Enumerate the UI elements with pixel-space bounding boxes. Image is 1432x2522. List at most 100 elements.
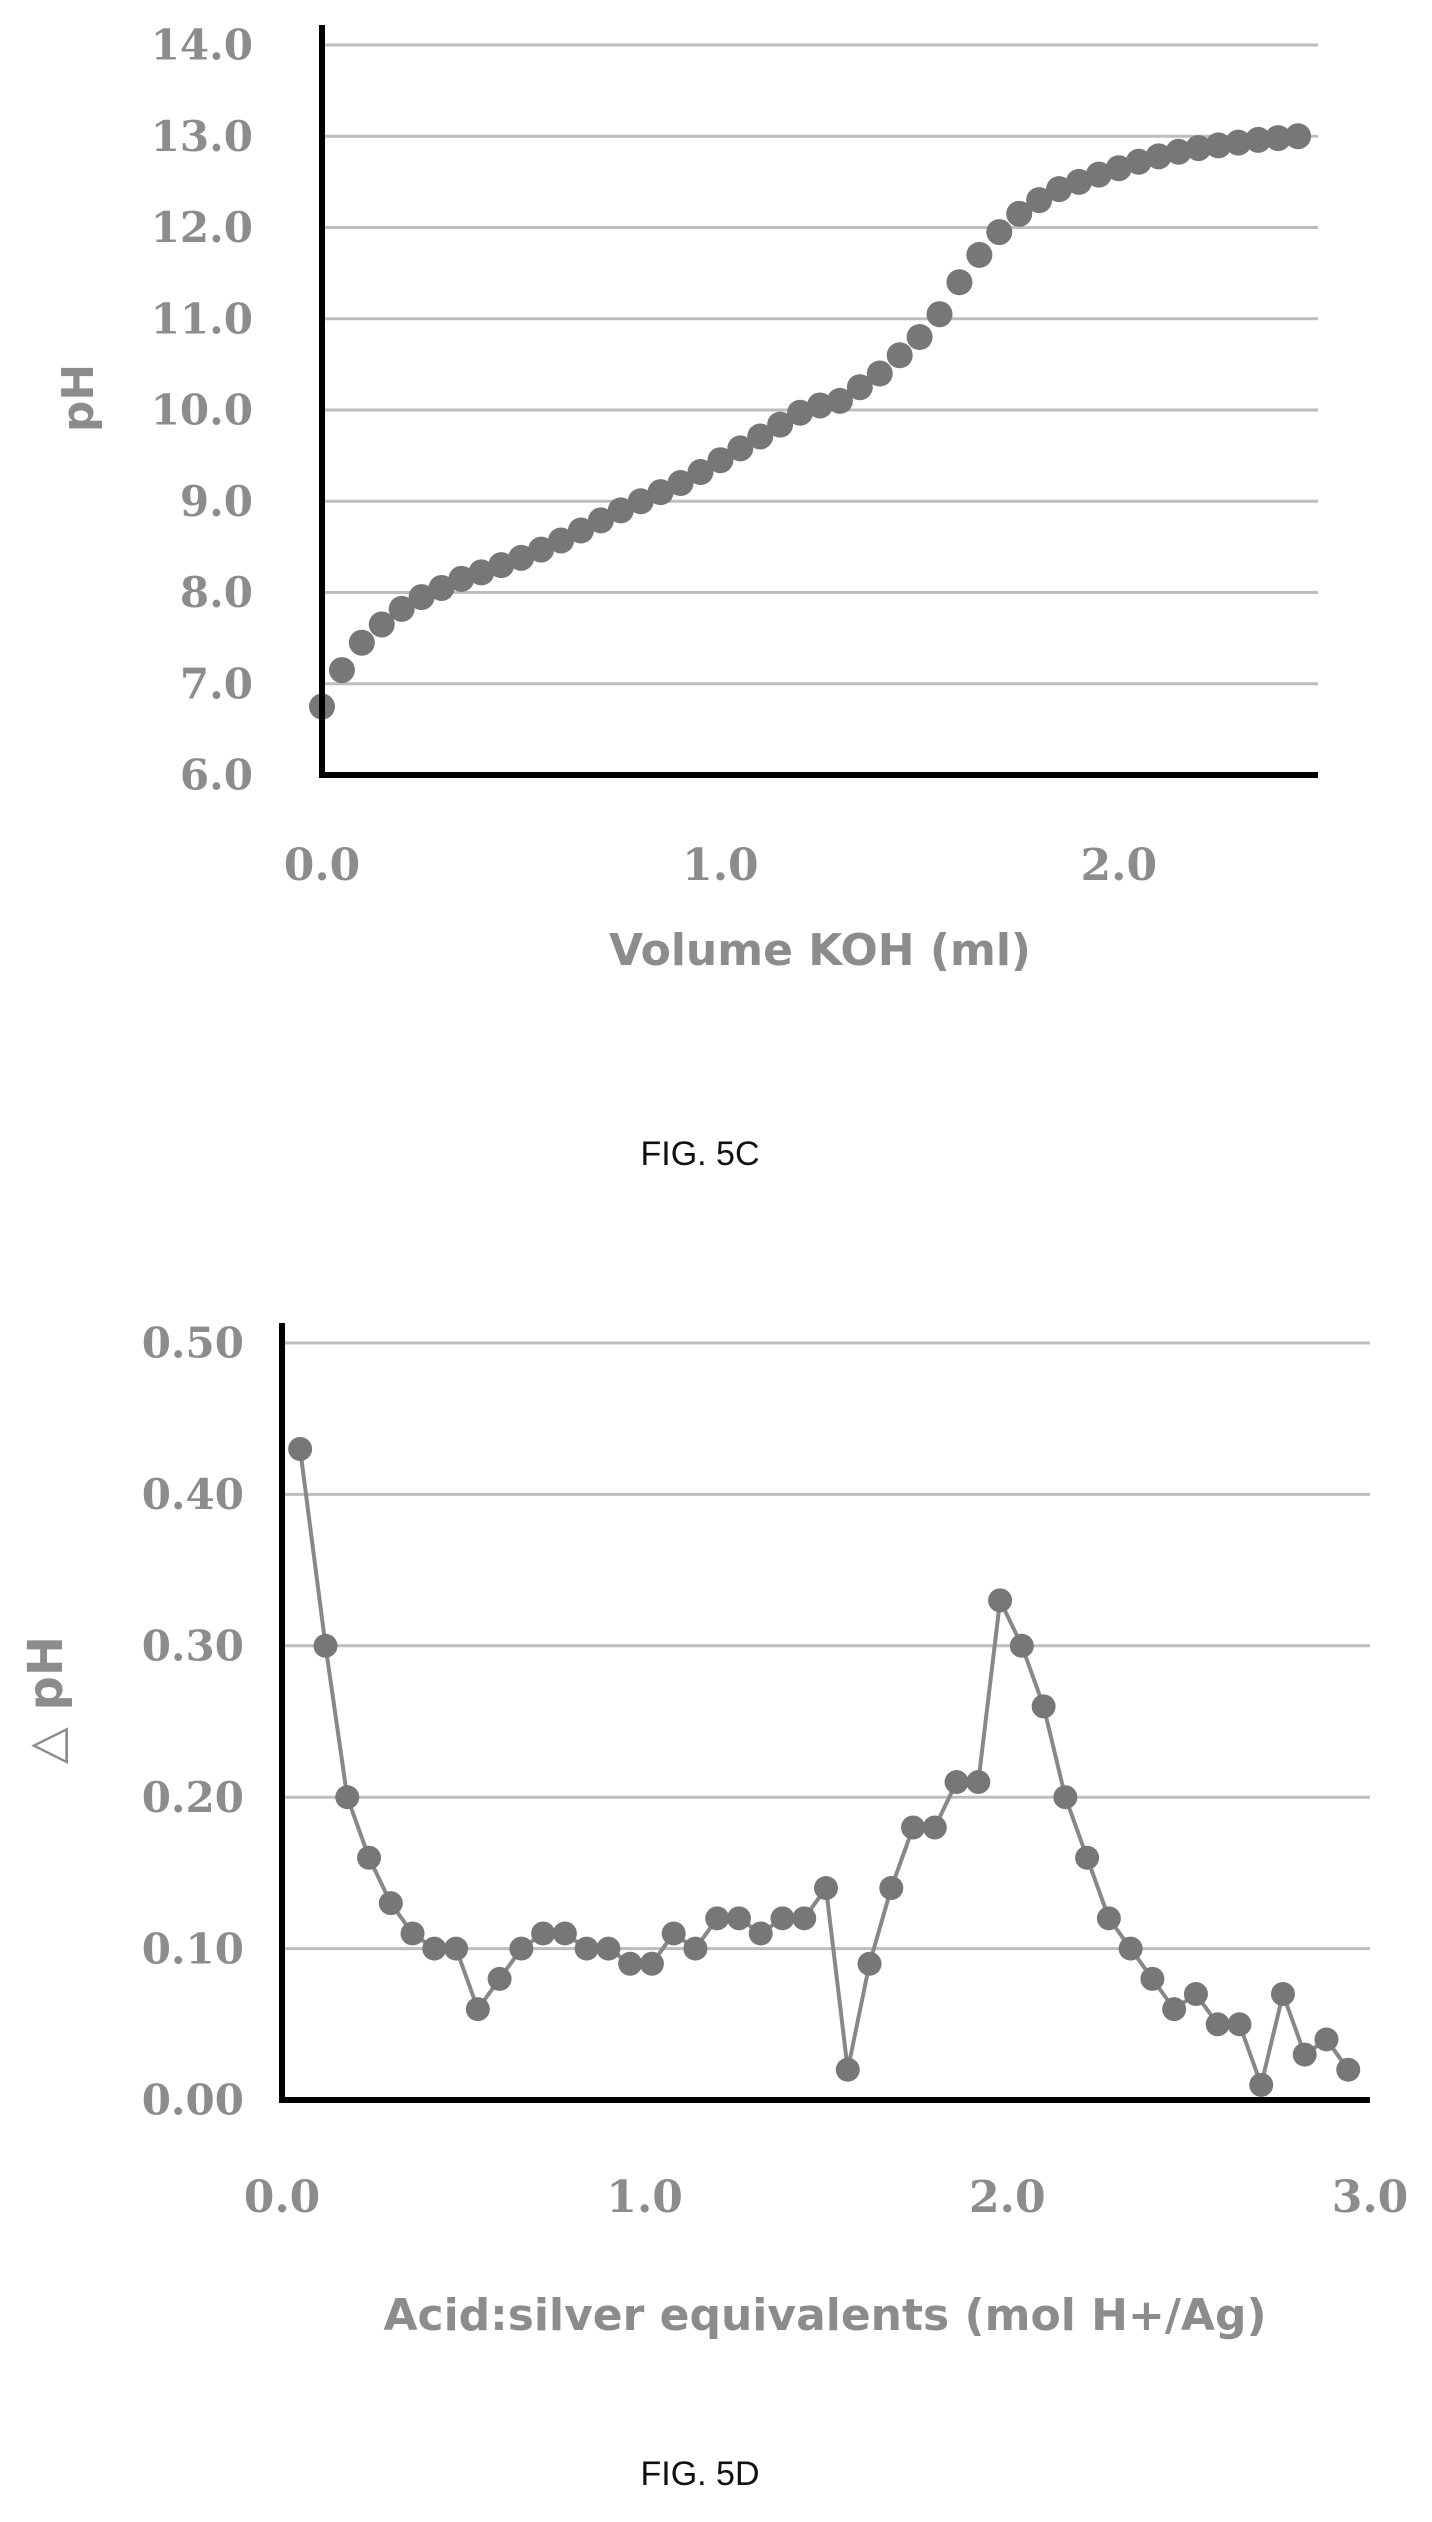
fig5d-x-tick-label: 3.0 xyxy=(1332,2172,1409,2223)
fig5c-y-tick-label: 6.0 xyxy=(180,751,253,800)
fig5c-data-point xyxy=(1026,187,1053,214)
fig5d-data-point xyxy=(313,1633,338,1658)
fig5d-data-point xyxy=(835,2057,860,2082)
fig5d-data-point xyxy=(966,1770,991,1795)
chart-fig5d: 0.00 0.10 0.20 0.30 0.40 0.50 0.0 1.0 2.0 3.0 △ … xyxy=(18,1319,1408,2493)
fig5c-data-point xyxy=(548,527,575,554)
fig5c-data-point xyxy=(1225,129,1252,156)
fig5d-data-point xyxy=(1183,1982,1208,2007)
fig5d-data-point xyxy=(857,1951,882,1976)
fig5c-data-point xyxy=(826,387,853,414)
fig5d-y-tick-label: 0.10 xyxy=(142,1924,244,1973)
fig5c-data-point xyxy=(747,423,774,450)
fig5c-data-point xyxy=(727,435,754,462)
fig5c-y-tick-labels: 6.0 7.0 8.0 9.0 10.0 11.0 12.0 13.0 14.0 xyxy=(151,21,253,800)
fig5d-y-tick-label: 0.50 xyxy=(142,1319,244,1368)
fig5c-x-tick-label: 1.0 xyxy=(682,840,759,891)
fig5d-data-point xyxy=(1270,1982,1295,2007)
fig5c-data-point xyxy=(787,399,814,426)
fig5c-data-point xyxy=(647,479,674,506)
fig5d-data-point xyxy=(1009,1633,1034,1658)
fig5c-data-point xyxy=(1046,176,1073,203)
fig5d-data-point xyxy=(705,1906,730,1931)
fig5d-data-points xyxy=(288,1436,1361,2097)
fig5d-data-point xyxy=(1053,1785,1078,1810)
fig5d-data-point xyxy=(901,1815,926,1840)
fig5c-data-point xyxy=(627,488,654,515)
fig5d-caption: FIG. 5D xyxy=(640,2455,759,2493)
fig5d-data-point xyxy=(1140,1966,1165,1991)
fig5d-data-point xyxy=(357,1845,382,1870)
fig5d-y-tick-labels: 0.00 0.10 0.20 0.30 0.40 0.50 xyxy=(142,1319,244,2125)
fig5d-data-point xyxy=(444,1936,469,1961)
fig5d-data-point xyxy=(618,1951,643,1976)
fig5d-data-point xyxy=(400,1921,425,1946)
fig5d-data-point xyxy=(988,1588,1013,1613)
fig5d-data-point xyxy=(1249,2072,1274,2097)
fig5c-data-point xyxy=(607,497,634,524)
fig5d-data-point xyxy=(1314,2027,1339,2052)
fig5c-y-tick-label: 7.0 xyxy=(180,659,253,708)
fig5d-data-point xyxy=(661,1921,686,1946)
fig5c-data-points xyxy=(309,123,1312,720)
fig5d-data-point xyxy=(487,1966,512,1991)
fig5c-data-point xyxy=(448,565,475,592)
fig5c-data-point xyxy=(687,459,714,486)
fig5c-data-point xyxy=(528,536,555,563)
fig5d-data-point xyxy=(335,1785,360,1810)
fig5d-data-point xyxy=(1031,1694,1056,1719)
fig5c-data-point xyxy=(408,584,435,611)
fig5c-data-point xyxy=(1105,155,1132,182)
fig5c-data-point xyxy=(906,324,933,350)
fig5c-data-point xyxy=(946,269,973,296)
fig5c-y-tick-label: 12.0 xyxy=(151,203,253,252)
fig5c-data-point xyxy=(1165,138,1192,165)
fig5c-data-point xyxy=(1285,123,1312,150)
fig5c-data-point xyxy=(1265,125,1292,152)
fig5d-data-point xyxy=(1205,2012,1230,2037)
fig5c-data-point xyxy=(1125,148,1152,175)
fig5d-data-point xyxy=(1292,2042,1317,2067)
fig5d-y-tick-label: 0.00 xyxy=(142,2076,244,2125)
fig5c-data-point xyxy=(368,611,395,638)
fig5d-data-point xyxy=(509,1936,534,1961)
fig5c-y-tick-label: 14.0 xyxy=(151,21,253,70)
fig5c-caption: FIG. 5C xyxy=(640,1135,759,1173)
fig5d-data-point xyxy=(879,1876,904,1901)
fig5c-y-tick-label: 10.0 xyxy=(151,386,253,435)
fig5d-data-point xyxy=(1227,2012,1252,2037)
fig5d-data-point xyxy=(1336,2057,1361,2082)
fig5c-data-point xyxy=(508,544,535,571)
fig5c-data-point xyxy=(1065,168,1092,195)
fig5c-data-point xyxy=(807,392,833,419)
fig5c-y-tick-label: 8.0 xyxy=(180,568,253,617)
fig5d-data-point xyxy=(422,1936,447,1961)
fig5d-x-tick-label: 1.0 xyxy=(606,2172,683,2223)
fig5d-data-point xyxy=(922,1815,947,1840)
fig5c-data-point xyxy=(707,447,734,474)
fig5d-data-point xyxy=(1118,1936,1143,1961)
fig5c-data-point xyxy=(1205,132,1232,159)
fig5d-data-point xyxy=(814,1876,838,1901)
fig5c-data-point xyxy=(966,241,993,268)
fig5d-x-axis-title: Acid:silver equivalents (mol H+/Ag) xyxy=(383,2290,1266,2341)
fig5c-y-axis-title: pH xyxy=(53,364,104,432)
fig5d-gridlines xyxy=(282,1341,1370,1951)
fig5d-data-point xyxy=(726,1906,751,1931)
fig5c-data-point xyxy=(428,574,455,601)
fig5c-data-point xyxy=(1145,143,1172,170)
fig5c-data-point xyxy=(866,360,893,387)
fig5c-data-point xyxy=(1006,200,1033,227)
fig5c-x-tick-label: 0.0 xyxy=(284,840,361,891)
chart-fig5c: 6.0 7.0 8.0 9.0 10.0 11.0 12.0 13.0 14.0 0.0 1.0 2… xyxy=(53,21,1318,1173)
fig5c-data-point xyxy=(328,657,355,684)
fig5c-data-point xyxy=(567,517,594,544)
fig5c-y-tick-label: 13.0 xyxy=(151,112,253,161)
fig5c-data-point xyxy=(767,411,794,438)
fig5d-y-tick-label: 0.20 xyxy=(142,1773,244,1822)
fig5c-data-point xyxy=(846,374,873,401)
fig5c-data-point xyxy=(468,559,495,586)
fig5d-x-tick-labels: 0.0 1.0 2.0 3.0 xyxy=(244,2172,1409,2223)
fig5c-x-axis-title: Volume KOH (ml) xyxy=(609,925,1031,976)
